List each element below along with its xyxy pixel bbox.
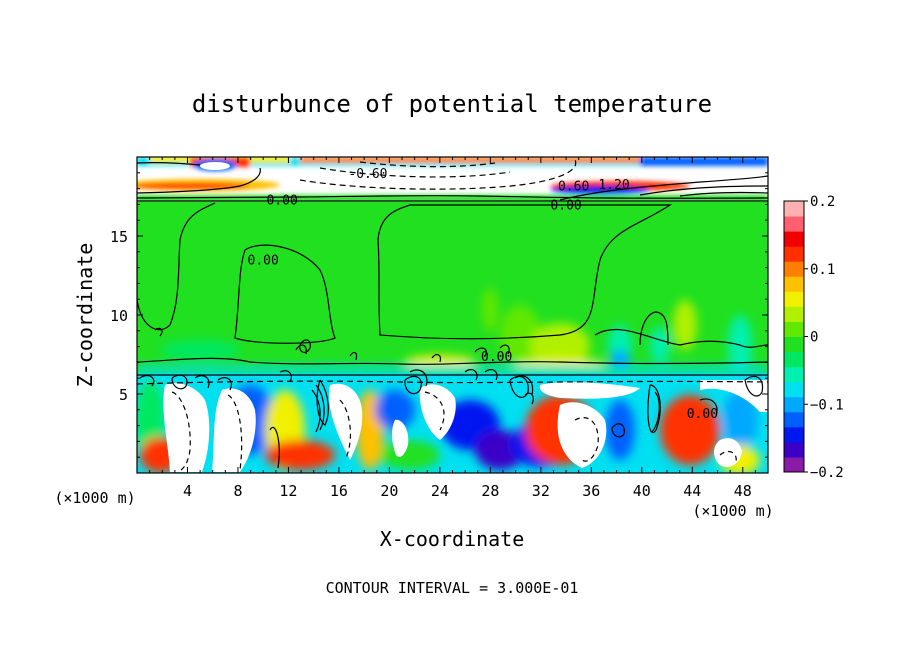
x-tick-label: 36 [582, 482, 600, 500]
contour-interval-note: CONTOUR INTERVAL = 3.000E-01 [326, 579, 579, 597]
colorbar-segment [784, 366, 804, 383]
x-tick-label: 44 [683, 482, 701, 500]
y-axis: 5 10 15 [110, 172, 768, 458]
contour-label: 0.00 [687, 407, 718, 422]
y-axis-label: Z-coordinate [73, 243, 97, 388]
y-tick-label: 5 [119, 386, 128, 404]
contour-lines-middle [137, 202, 768, 366]
colorbar-segment [784, 261, 804, 277]
colorbar-tick-label: 0.2 [810, 194, 835, 210]
x-axis-unit-left: (×1000 m) [54, 489, 135, 507]
x-axis: 4 8 12 16 20 24 28 32 36 40 44 48 [149, 157, 756, 500]
x-axis-label: X-coordinate [380, 527, 525, 551]
chart-title: disturbunce of potential temperature [192, 90, 712, 118]
colorbar-segment [784, 456, 804, 473]
x-tick-label: 16 [330, 482, 348, 500]
contour-label: 0.00 [550, 198, 581, 213]
x-tick-label: 12 [279, 482, 297, 500]
colorbar-segment [784, 441, 804, 458]
colorbar-segment [784, 351, 804, 368]
x-axis-unit-right: (×1000 m) [692, 502, 773, 520]
x-tick-label: 4 [183, 482, 192, 500]
colorbar-segment [784, 306, 804, 322]
field-lower-band [137, 373, 768, 473]
colorbar-segment [784, 201, 804, 217]
colorbar-tick-label: −0.1 [810, 397, 844, 413]
colorbar-segment [784, 246, 804, 262]
colorbar-segment [784, 411, 804, 428]
colorbar-segment [784, 396, 804, 413]
colorbar-segment [784, 216, 804, 232]
y-tick-label: 15 [110, 228, 128, 246]
contour-label: 0.00 [481, 350, 512, 365]
contour-label: 0.60 [558, 179, 589, 194]
x-tick-label: 24 [431, 482, 449, 500]
colorbar-segment [784, 381, 804, 398]
contour-lines-top [137, 159, 768, 202]
field-middle-features [137, 288, 768, 375]
colorbar-segment [784, 231, 804, 247]
colorbar-tick-label: −0.2 [810, 465, 844, 481]
field-top-band [137, 157, 768, 202]
x-tick-label: 28 [481, 482, 499, 500]
y-tick-label: 10 [110, 307, 128, 325]
colorbar-segment [784, 426, 804, 443]
colorbar-ticks: 0.2 0.1 0 −0.1 −0.2 [804, 194, 844, 481]
x-tick-label: 20 [380, 482, 398, 500]
contour-label: 0.00 [248, 254, 279, 269]
contour-labels: -0.60 0.60 1.20 0.00 0.00 0.00 0.00 0.00 [248, 167, 718, 422]
colorbar-tick-label: 0.1 [810, 262, 835, 278]
contour-label: -0.60 [348, 167, 387, 182]
colorbar-segment [784, 336, 804, 353]
colorbar [784, 201, 804, 473]
contour-label: 1.20 [598, 178, 629, 193]
contour-label: 0.00 [266, 194, 297, 209]
colorbar-segment [784, 291, 804, 307]
x-tick-label: 40 [633, 482, 651, 500]
contour-lines-lower [137, 368, 768, 473]
x-tick-label: 8 [233, 482, 242, 500]
plot-area: -0.60 0.60 1.20 0.00 0.00 0.00 0.00 0.00 [137, 157, 768, 473]
x-tick-label: 48 [734, 482, 752, 500]
x-tick-label: 32 [532, 482, 550, 500]
colorbar-segment [784, 276, 804, 292]
colorbar-segment [784, 321, 804, 337]
colorbar-tick-label: 0 [810, 330, 818, 346]
